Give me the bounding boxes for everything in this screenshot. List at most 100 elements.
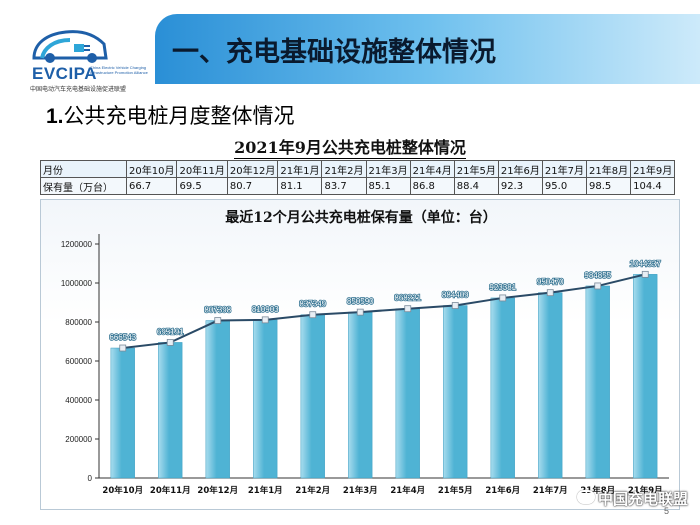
row-header-month: 月份 bbox=[40, 160, 127, 178]
trend-point bbox=[641, 270, 649, 278]
trend-point bbox=[499, 294, 507, 302]
y-tick-label: 0 bbox=[88, 474, 93, 483]
table-row-values: 保有量（万台） 66.7 69.5 80.7 81.1 83.7 85.1 86… bbox=[40, 177, 676, 195]
bar bbox=[300, 314, 325, 479]
value-cell: 95.0 bbox=[541, 177, 588, 195]
x-tick-label: 21年3月 bbox=[343, 485, 378, 496]
bar bbox=[633, 274, 658, 479]
month-cell: 20年11月 bbox=[176, 160, 228, 178]
section-title-text: 公共充电桩月度整体情况 bbox=[63, 104, 295, 128]
bar bbox=[205, 320, 230, 479]
x-tick-label: 21年5月 bbox=[438, 485, 473, 496]
value-cell: 85.1 bbox=[365, 177, 411, 195]
value-cell: 98.5 bbox=[586, 177, 632, 195]
trend-point bbox=[546, 289, 554, 297]
logo: EVCIPA China Electric Vehicle Charging I… bbox=[26, 14, 148, 93]
trend-point bbox=[166, 339, 174, 346]
data-label: 868221 bbox=[394, 294, 421, 303]
table-row-months: 月份 20年10月 20年11月 20年12月 21年1月 21年2月 21年3… bbox=[40, 160, 676, 178]
y-tick-label: 400000 bbox=[65, 396, 92, 405]
trend-line bbox=[122, 273, 646, 350]
row-header-value: 保有量（万台） bbox=[40, 177, 127, 195]
month-cell: 21年5月 bbox=[453, 160, 499, 178]
section-title: 1.公共充电桩月度整体情况 bbox=[46, 100, 295, 130]
bar bbox=[110, 347, 135, 479]
month-cell: 21年9月 bbox=[630, 160, 676, 178]
bar bbox=[443, 305, 468, 479]
x-tick-label: 21年7月 bbox=[533, 485, 568, 496]
value-cell: 69.5 bbox=[176, 177, 228, 195]
page-title: 一、充电基础设施整体情况 bbox=[172, 37, 496, 68]
trend-point bbox=[404, 305, 412, 313]
y-tick-label: 600000 bbox=[65, 357, 92, 366]
data-label: 837349 bbox=[299, 300, 326, 309]
chart-frame: 最近12个月公共充电桩保有量（单位：台） 0 200000 400000 600000 8… bbox=[40, 199, 680, 510]
page-number: 5 bbox=[664, 506, 670, 516]
trend-point bbox=[451, 302, 459, 309]
value-cell: 66.7 bbox=[125, 177, 178, 195]
data-label: 1044337 bbox=[630, 259, 662, 268]
x-tick-label: 21年2月 bbox=[295, 485, 330, 496]
bar bbox=[490, 297, 515, 479]
month-cell: 21年1月 bbox=[277, 160, 323, 178]
value-cell: 81.1 bbox=[277, 177, 323, 195]
trend-point bbox=[309, 311, 317, 319]
table-title-text: 2021年9月公共充电桩整体情况 bbox=[234, 138, 466, 159]
month-cell: 21年8月 bbox=[586, 160, 632, 178]
x-tick-label: 21年9月 bbox=[628, 485, 663, 496]
x-tick-label: 21年4月 bbox=[390, 485, 425, 496]
month-cell: 21年6月 bbox=[497, 160, 543, 178]
trend-point bbox=[214, 317, 222, 324]
month-cell: 21年3月 bbox=[365, 160, 411, 178]
y-tick-label: 1000000 bbox=[61, 279, 93, 288]
data-label: 923381 bbox=[489, 283, 516, 292]
data-table: 月份 20年10月 20年11月 20年12月 21年1月 21年2月 21年3… bbox=[40, 160, 676, 195]
trend-point bbox=[119, 344, 127, 352]
y-tick-label: 1200000 bbox=[61, 240, 93, 249]
data-label: 810903 bbox=[252, 305, 279, 314]
x-tick-label: 20年12月 bbox=[197, 485, 238, 496]
x-tick-label: 21年6月 bbox=[485, 485, 520, 496]
bar bbox=[585, 285, 610, 479]
month-cell: 20年10月 bbox=[125, 160, 178, 178]
header-band bbox=[155, 14, 700, 84]
data-label: 850590 bbox=[347, 297, 374, 306]
x-tick-label: 21年8月 bbox=[580, 485, 615, 496]
value-cell: 104.4 bbox=[630, 177, 676, 195]
data-label: 807398 bbox=[204, 306, 231, 315]
watermark: 中国充电联盟 bbox=[598, 490, 689, 508]
logo-car-icon bbox=[32, 30, 108, 63]
bar bbox=[538, 292, 563, 479]
bar-chart: 最近12个月公共充电桩保有量（单位：台） 0 200000 400000 600000 8… bbox=[61, 209, 669, 496]
x-tick-label: 20年10月 bbox=[102, 485, 143, 496]
watermark-icon bbox=[577, 490, 595, 504]
trend-point bbox=[594, 282, 602, 290]
value-cell: 86.8 bbox=[409, 177, 455, 195]
logo-text: EVCIPA bbox=[32, 64, 98, 83]
y-tick-label: 800000 bbox=[65, 318, 92, 327]
chart-title: 最近12个月公共充电桩保有量（单位：台） bbox=[225, 209, 496, 226]
bar bbox=[253, 319, 278, 479]
logo-subtitle: China Electric Vehicle Charging Infrastr… bbox=[90, 65, 148, 75]
month-cell: 20年12月 bbox=[226, 160, 279, 178]
month-cell: 21年4月 bbox=[409, 160, 455, 178]
data-label: 884409 bbox=[442, 291, 469, 300]
logo-chinese-name: 中国电动汽车充电基础设施促进联盟 bbox=[30, 86, 127, 93]
section-number: 1. bbox=[46, 105, 64, 128]
x-tick-label: 20年11月 bbox=[150, 485, 191, 496]
data-label: 984855 bbox=[584, 271, 611, 280]
trend-point bbox=[356, 308, 364, 316]
month-cell: 21年2月 bbox=[321, 160, 367, 178]
y-tick-label: 200000 bbox=[65, 435, 92, 444]
bar bbox=[348, 311, 373, 479]
bar bbox=[158, 342, 183, 479]
table-title: 2021年9月公共充电桩整体情况 bbox=[0, 134, 700, 159]
value-cell: 80.7 bbox=[226, 177, 279, 195]
bar bbox=[395, 308, 420, 479]
value-cell: 88.4 bbox=[453, 177, 499, 195]
data-label: 950470 bbox=[537, 278, 564, 287]
x-tick-label: 21年1月 bbox=[248, 485, 283, 496]
trend-point bbox=[261, 316, 269, 324]
data-label: 695191 bbox=[157, 327, 184, 336]
month-cell: 21年7月 bbox=[541, 160, 588, 178]
